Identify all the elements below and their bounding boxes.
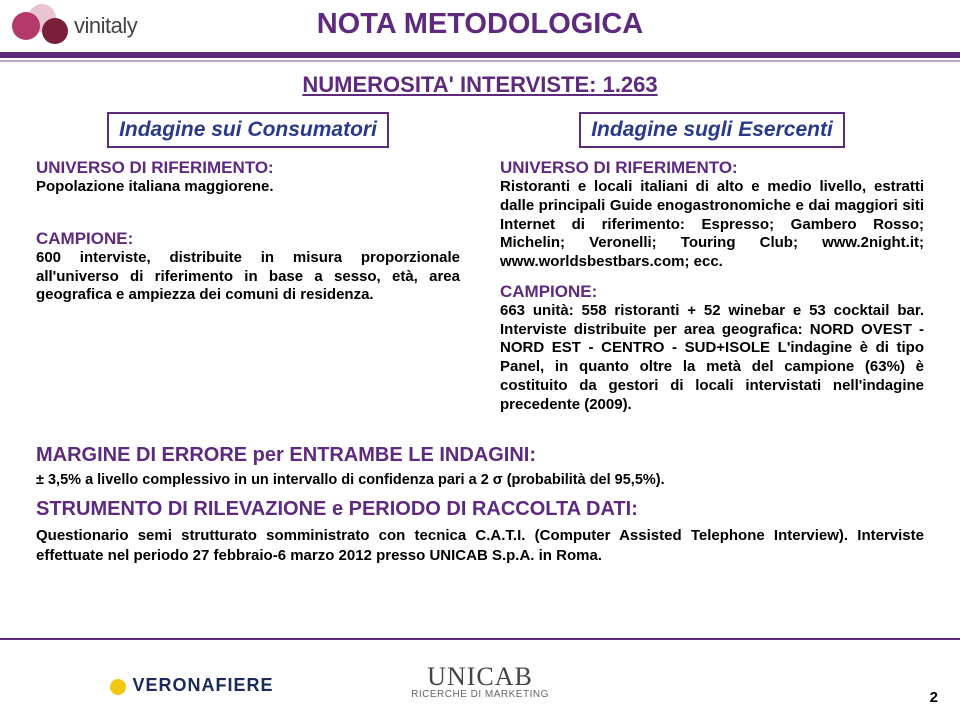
columns: Indagine sui Consumatori UNIVERSO DI RIF… [36, 112, 924, 414]
page-number: 2 [930, 689, 938, 706]
box-esercenti: Indagine sugli Esercenti [579, 112, 845, 148]
left-universo-body: Popolazione italiana maggiorene. [36, 178, 460, 197]
margin-head: MARGINE DI ERRORE per ENTRAMBE LE INDAGI… [36, 444, 536, 467]
column-esercenti: Indagine sugli Esercenti UNIVERSO DI RIF… [500, 112, 924, 414]
veronafiere-text: VERONAFIERE [132, 675, 273, 695]
right-universo-head: UNIVERSO DI RIFERIMENTO: [500, 158, 924, 178]
right-campione-body: 663 unità: 558 ristoranti + 52 winebar e… [500, 302, 924, 415]
brand-name: vinitaly [74, 13, 137, 39]
footer-veronafiere: VERONAFIERE [110, 675, 273, 696]
unicab-sub: RICERCHE DI MARKETING [411, 690, 549, 700]
left-universo-head: UNIVERSO DI RIFERIMENTO: [36, 158, 460, 178]
margin-body: ± 3,5% a livello complessivo in un inter… [36, 472, 924, 488]
page-title: NOTA METODOLOGICA [317, 8, 644, 41]
right-campione-head: CAMPIONE: [500, 282, 924, 302]
box-consumers: Indagine sui Consumatori [107, 112, 389, 148]
footer-line [0, 638, 960, 640]
subtitle: NUMEROSITA' INTERVISTE: 1.263 [302, 72, 657, 98]
strumento-head: STRUMENTO DI RILEVAZIONE e PERIODO DI RA… [36, 498, 638, 521]
left-campione-body: 600 interviste, distribuite in misura pr… [36, 249, 460, 305]
veronafiere-dot-icon [110, 679, 126, 695]
brand-logo: vinitaly [12, 4, 137, 48]
header-band-thin [0, 60, 960, 62]
right-universo-body: Ristoranti e locali italiani di alto e m… [500, 178, 924, 272]
unicab-text: UNICAB [411, 664, 549, 690]
footer-unicab: UNICAB RICERCHE DI MARKETING [411, 664, 549, 700]
header-band [0, 52, 960, 58]
strumento-body: Questionario semi strutturato somministr… [36, 526, 924, 565]
left-campione-head: CAMPIONE: [36, 229, 460, 249]
logo-circles [12, 4, 70, 48]
column-consumers: Indagine sui Consumatori UNIVERSO DI RIF… [36, 112, 460, 414]
